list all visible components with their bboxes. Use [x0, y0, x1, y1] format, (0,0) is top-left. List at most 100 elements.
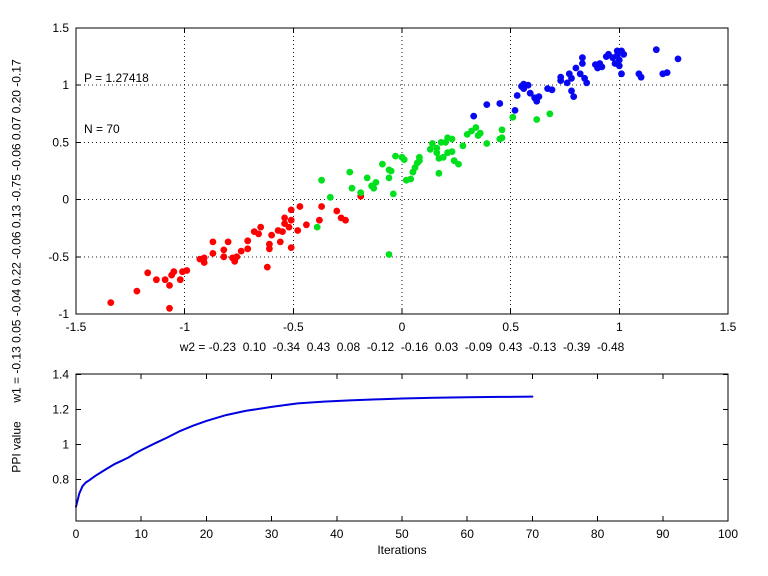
scatter-point [483, 140, 491, 147]
scatter-point [435, 169, 443, 177]
scatter-point [294, 227, 302, 234]
cluster-green [313, 110, 554, 258]
scatter-point [318, 203, 325, 210]
scatter-point [439, 153, 447, 161]
x-tick-label: 0.5 [502, 320, 519, 334]
y-tick-label: 1.2 [52, 403, 69, 417]
iterations-xlabel: Iterations [377, 543, 427, 557]
x-tick-label: 20 [200, 527, 214, 541]
scatter-point [476, 129, 484, 137]
x-tick-label: 10 [135, 527, 149, 541]
scatter-point [233, 253, 241, 261]
y-tick-label: 0.8 [52, 473, 69, 487]
scatter-point [583, 79, 591, 87]
scatter-point [459, 142, 467, 150]
scatter-point [263, 263, 271, 271]
x-tick-label: 70 [526, 527, 540, 541]
y-tick-label: 1.5 [52, 21, 69, 35]
scatter-point [511, 107, 519, 114]
scatter-point [370, 184, 378, 192]
scatter-point [576, 70, 584, 78]
scatter-point [429, 140, 436, 147]
p-value-label: P = 1.27418 [84, 71, 149, 85]
scatter-point [276, 238, 284, 246]
scatter-point [618, 70, 625, 78]
x-tick-label: -1.5 [66, 320, 87, 334]
scatter-point [166, 282, 173, 289]
scatter-point [220, 253, 228, 261]
y-tick-label: 1 [62, 438, 69, 452]
scatter-point [663, 69, 671, 76]
ppi-curve [75, 395, 534, 508]
scatter-point [224, 238, 232, 246]
scatter-point [166, 304, 173, 312]
y-tick-label: 1 [62, 78, 69, 92]
annotation-box: P = 1.27418 N = 70 [84, 36, 149, 172]
scatter-point [563, 79, 571, 87]
scatter-point [237, 247, 245, 255]
y-tick-label: 1.4 [52, 368, 69, 382]
scatter-point [385, 174, 393, 182]
scatter-point [209, 250, 217, 257]
scatter-point [287, 216, 295, 224]
scatter-point [470, 112, 478, 120]
scatter-point [400, 156, 408, 164]
scatter-point [433, 144, 441, 152]
x-tick-label: 50 [395, 527, 409, 541]
scatter-point [348, 184, 356, 192]
scatter-subplot: -1.5 -1 -0.5 0 0.5 1 1.5-1-0.500.511.5 [48, 21, 736, 334]
scatter-point [407, 175, 415, 183]
scatter-point [572, 64, 580, 72]
scatter-point [379, 160, 386, 168]
scatter-point [568, 87, 575, 95]
scatter-point [153, 276, 160, 284]
scatter-point [570, 93, 578, 100]
y-tick-label: -1 [58, 307, 69, 321]
cluster-red [107, 192, 365, 312]
scatter-point [526, 89, 534, 97]
x-tick-label: 30 [265, 527, 279, 541]
scatter-point [579, 60, 586, 67]
scatter-point [533, 116, 541, 123]
scatter-point [498, 134, 506, 142]
scatter-point [579, 54, 586, 62]
scatter-point [161, 276, 169, 284]
scatter-point [333, 207, 341, 215]
scatter-point [509, 113, 517, 121]
scatter-point [363, 174, 371, 182]
scatter-point [296, 203, 304, 210]
scatter-point [426, 145, 434, 153]
scatter-point [615, 56, 623, 64]
ppi-value-ylabel: PPI value [9, 421, 24, 473]
scatter-point [389, 190, 397, 198]
scatter-point [472, 124, 480, 131]
x-tick-label: -1 [179, 320, 190, 334]
scatter-point [133, 287, 141, 295]
scatter-point [316, 216, 323, 224]
scatter-point [496, 100, 504, 107]
scatter-point [448, 148, 456, 156]
scatter-point [287, 244, 295, 252]
scatter-point [483, 101, 491, 108]
x-tick-label: 90 [656, 527, 670, 541]
x-tick-label: 80 [591, 527, 605, 541]
y-tick-label: -0.5 [48, 250, 69, 264]
y-tick-label: 0.5 [52, 135, 69, 149]
scatter-point [548, 86, 556, 94]
scatter-point [209, 238, 217, 246]
scatter-point [342, 216, 349, 224]
scatter-point [183, 267, 191, 274]
y-tick-label: 0 [62, 193, 69, 207]
scatter-point [535, 93, 543, 100]
scatter-point [257, 223, 265, 231]
x-tick-label: 60 [461, 527, 475, 541]
scatter-point [372, 179, 380, 186]
scatter-point [568, 74, 575, 82]
scatter-point [144, 269, 152, 277]
scatter-point [285, 223, 293, 231]
x-tick-label: -0.5 [283, 320, 304, 334]
scatter-point [416, 153, 423, 161]
scatter-point [615, 62, 623, 70]
scatter-point [318, 176, 325, 184]
n-value-label: N = 70 [84, 122, 120, 136]
